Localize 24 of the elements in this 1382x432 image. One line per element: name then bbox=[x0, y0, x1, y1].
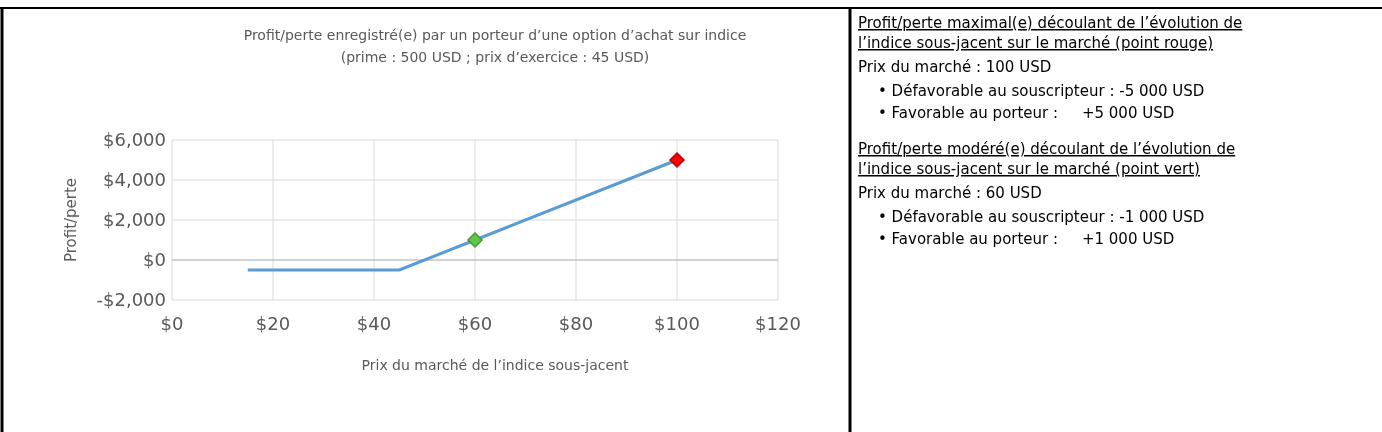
text: Profit/perte maximal(e) découlant de l’évolution de l’indice sous-jacent sur le marché (point rouge) bbox=[858, 14, 1243, 52]
y-tick-label: $2,000 bbox=[103, 209, 166, 230]
text: • Défavorable au souscripteur : -5 000 USD bbox=[878, 82, 1205, 100]
chart-title: Profit/perte enregistré(e) par un porteur d’une option d’achat sur indice bbox=[243, 27, 747, 43]
x-tick-label: $80 bbox=[558, 313, 594, 334]
y-tick-label: $6,000 bbox=[103, 129, 166, 150]
y-tick-label: $4,000 bbox=[103, 169, 166, 190]
x-axis-title: Prix du marché de l’indice sous-jacent bbox=[361, 357, 629, 373]
x-tick-label: $40 bbox=[356, 313, 392, 334]
text: • Favorable au porteur : +5 000 USD bbox=[878, 104, 1175, 122]
text: • Favorable au porteur : +1 000 USD bbox=[878, 230, 1175, 248]
x-tick-label: $60 bbox=[457, 313, 493, 334]
x-tick-label: $0 bbox=[160, 313, 184, 334]
y-tick-label: -$2,000 bbox=[96, 289, 166, 310]
x-tick-label: $120 bbox=[755, 313, 801, 334]
x-tick-label: $20 bbox=[255, 313, 291, 334]
text: Prix du marché : 60 USD bbox=[858, 184, 1042, 202]
text: • Défavorable au souscripteur : -1 000 USD bbox=[878, 208, 1205, 226]
x-tick-label: $100 bbox=[654, 313, 700, 334]
text: Prix du marché : 100 USD bbox=[858, 58, 1052, 76]
y-axis-title: Profit/perte bbox=[62, 177, 80, 263]
y-tick-label: $0 bbox=[143, 249, 166, 270]
chart-subtitle: (prime : 500 USD ; prix d’exercice : 45 USD) bbox=[340, 49, 650, 65]
text: Profit/perte modéré(e) découlant de l’évolution de l’indice sous-jacent sur le marché (point vert) bbox=[858, 140, 1236, 178]
